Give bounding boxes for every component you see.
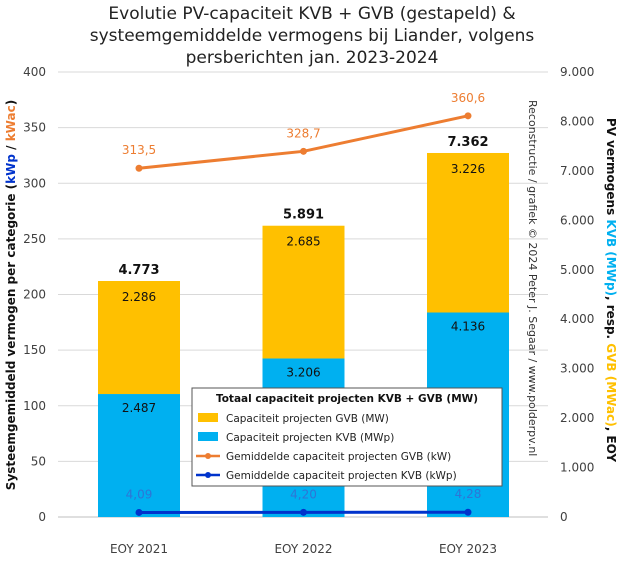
y-right-title-part: KVB (MWp)	[604, 219, 618, 296]
y-left-title-part: kWac	[4, 105, 18, 141]
line-gvb	[138, 114, 469, 170]
legend-item-label: Capaciteit projecten KVB (MWp)	[226, 432, 394, 444]
legend-marker	[205, 453, 211, 459]
y-left-tick: 350	[23, 121, 46, 135]
y-left-title-part: /	[4, 141, 18, 154]
y-right-tick: 6.000	[560, 213, 594, 227]
y-left-tick: 250	[23, 232, 46, 246]
bar-gvb-label: 2.286	[122, 290, 156, 304]
y-right-tick: 7.000	[560, 164, 594, 178]
y-left-title-part: )	[4, 100, 18, 105]
legend-item-label: Gemiddelde capaciteit projecten KVB (kWp…	[226, 470, 457, 482]
bar-kvb-label: 4.136	[451, 319, 485, 333]
y-right-tick: 5.000	[560, 263, 594, 277]
point-kvb-label: 4,09	[126, 487, 153, 501]
point-kvb	[135, 508, 143, 516]
y-right-title-part: , resp.	[604, 296, 618, 343]
bar-gvb	[98, 281, 180, 395]
bar-total-label: 7.362	[447, 135, 488, 150]
legend-swatch	[198, 432, 218, 441]
point-kvb-label: 4,28	[455, 487, 482, 501]
point-kvb	[300, 508, 307, 516]
bar-kvb-label: 3.206	[286, 365, 320, 379]
title-line-1: Evolutie PV-capaciteit KVB + GVB (gestap…	[108, 4, 515, 24]
y-left-tick: 200	[23, 288, 46, 302]
y-left-tick: 400	[23, 65, 46, 79]
legend-item-label: Capaciteit projecten GVB (MW)	[226, 413, 389, 425]
point-gvb-label: 313,5	[122, 143, 156, 157]
y-right-title-part: PV vermogens	[604, 118, 618, 219]
axis-titles: Systeemgemiddeld vermogen per categorie …	[4, 100, 618, 490]
chart-title: Evolutie PV-capaciteit KVB + GVB (gestap…	[90, 4, 535, 68]
y-right-tick: 3.000	[560, 362, 594, 376]
point-gvb	[135, 164, 143, 172]
y-left-title-part: Systeemgemiddeld vermogen per categorie …	[4, 184, 18, 490]
point-kvb	[464, 508, 472, 516]
credit-text: Reconstructie / grafiek © 2024 Peter J. …	[526, 100, 539, 456]
y-left-tick: 50	[31, 454, 46, 468]
x-tick-label: EOY 2022	[274, 542, 332, 556]
bar-kvb	[98, 394, 180, 517]
legend-swatch	[198, 413, 218, 422]
y-right-tick: 8.000	[560, 114, 594, 128]
legend-item-label: Gemiddelde capaciteit projecten GVB (kW)	[226, 451, 451, 463]
bar-gvb-label: 3.226	[451, 162, 485, 176]
point-gvb	[300, 147, 307, 155]
title-line-2: systeemgemiddelde vermogens bij Liander,…	[90, 26, 535, 46]
bar-total-label: 4.773	[118, 263, 159, 278]
y-right-tick: 0	[560, 510, 568, 524]
legend: Totaal capaciteit projecten KVB + GVB (M…	[191, 387, 503, 487]
bar-kvb-label: 2.487	[122, 401, 156, 415]
legend-box	[191, 387, 503, 487]
y-right-title-part: , EOY	[604, 427, 618, 463]
legend-marker	[205, 472, 211, 478]
point-gvb-label: 360,6	[451, 91, 485, 105]
y-left-title-part: kWp	[4, 154, 18, 184]
bar-total-label: 5.891	[283, 208, 324, 223]
y-right-axis-title: PV vermogens KVB (MWp), resp. GVB (MWac)…	[604, 118, 618, 463]
point-gvb-label: 328,7	[286, 126, 320, 140]
bar-gvb	[427, 152, 509, 313]
y-right-tick: 9.000	[560, 65, 594, 79]
bar-gvb	[262, 225, 345, 359]
point-gvb	[464, 112, 472, 120]
y-right-title-part: GVB (MWac)	[604, 343, 618, 426]
x-tick-label: EOY 2021	[110, 542, 168, 556]
y-left-tick: 100	[23, 399, 46, 413]
y-right-tick: 1.000	[560, 461, 594, 475]
x-tick-label: EOY 2023	[439, 542, 497, 556]
point-kvb-label: 4,20	[290, 487, 317, 501]
y-left-tick: 300	[23, 176, 46, 190]
y-left-tick: 150	[23, 343, 46, 357]
y-left-tick: 0	[38, 510, 46, 524]
y-right-tick: 4.000	[560, 312, 594, 326]
title-line-3: persberichten jan. 2023-2024	[186, 48, 439, 68]
y-right-tick: 2.000	[560, 411, 594, 425]
y-left-axis-title: Systeemgemiddeld vermogen per categorie …	[4, 100, 18, 490]
legend-title: Totaal capaciteit projecten KVB + GVB (M…	[216, 393, 478, 405]
bar-gvb-label: 2.685	[286, 235, 320, 249]
axis-ticks: 0 50 100 150 200 250 300 350 400 0 1.000 2.000 3.000…	[23, 65, 594, 556]
line-series: 313,5 328,7 360,6 4,09 4,20 4,28	[122, 91, 485, 516]
